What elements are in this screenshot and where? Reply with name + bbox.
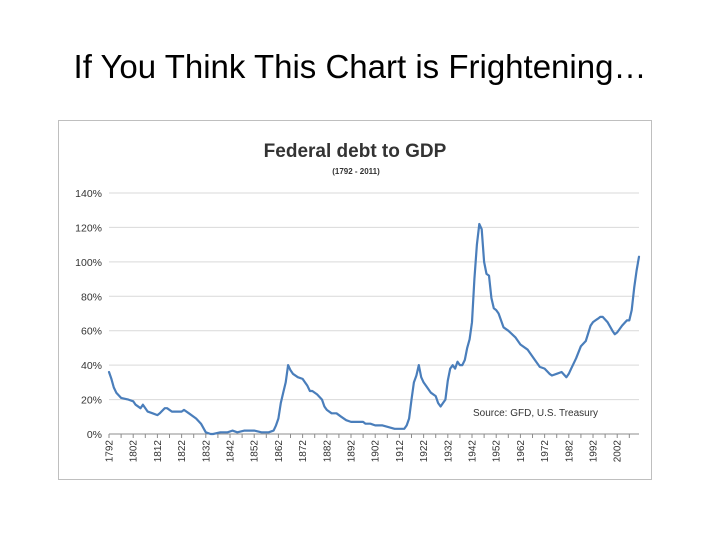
y-tick-label: 80%: [81, 291, 102, 303]
y-tick-label: 0%: [87, 429, 102, 441]
x-axis-tick-labels: 1792 1802 1812 1822 1832 1842 1852 1862 1872 1882…: [105, 434, 630, 462]
x-tick-label: 1982: [564, 440, 575, 463]
y-tick-label: 60%: [81, 326, 102, 338]
x-tick-label: 1882: [322, 440, 333, 463]
y-axis-tick-labels: 0% 20% 40% 60% 80% 100% 120% 140%: [75, 188, 102, 441]
y-tick-label: 20%: [81, 395, 102, 407]
series-layer: [107, 222, 641, 436]
x-tick-label: 1862: [274, 440, 285, 463]
y-tick-label: 40%: [81, 360, 102, 372]
y-tick-label: 120%: [75, 222, 102, 234]
x-tick-label: 1812: [153, 440, 164, 463]
x-tick-label: 1962: [516, 440, 527, 463]
y-tick-label: 140%: [75, 188, 102, 200]
x-tick-label: 1842: [226, 440, 237, 463]
chart-subtitle: (1792 - 2011): [332, 167, 380, 176]
x-tick-label: 1952: [492, 440, 503, 463]
x-tick-label: 1792: [105, 440, 116, 463]
x-tick-label: 1992: [589, 440, 600, 463]
source-note: Source: GFD, U.S. Treasury: [473, 408, 598, 419]
slide-title: If You Think This Chart is Frightening…: [73, 48, 647, 85]
chart-title: Federal debt to GDP: [264, 141, 447, 162]
x-tick-label: 1912: [395, 440, 406, 463]
x-tick-label: 1802: [129, 440, 140, 463]
x-tick-label: 1892: [347, 440, 358, 463]
series-line-0: [107, 222, 641, 436]
chart-frame: Federal debt to GDP (1792 - 2011) 0% 20% 4…: [58, 120, 652, 480]
x-tick-label: 1972: [540, 440, 551, 463]
x-tick-label: 1822: [177, 440, 188, 463]
x-tick-label: 2002: [613, 440, 624, 463]
x-tick-label: 1852: [250, 440, 261, 463]
y-tick-label: 100%: [75, 257, 102, 269]
gridlines: [109, 192, 639, 435]
debt-to-gdp-chart: Federal debt to GDP (1792 - 2011) 0% 20% 4…: [75, 141, 641, 462]
x-tick-label: 1922: [419, 440, 430, 463]
x-tick-label: 1832: [201, 440, 212, 463]
x-tick-label: 1932: [443, 440, 454, 463]
x-tick-label: 1902: [371, 440, 382, 463]
x-tick-label: 1942: [468, 440, 479, 463]
x-tick-label: 1872: [298, 440, 309, 463]
